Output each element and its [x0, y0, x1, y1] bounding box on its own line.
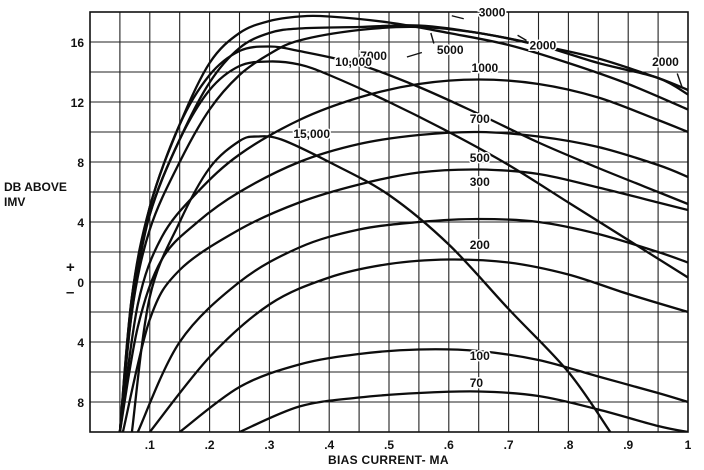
y-tick-label: 0	[77, 276, 84, 290]
x-tick-label-3: .3	[264, 438, 274, 452]
x-tick-label-1: .1	[145, 438, 155, 452]
curve-label-2000: 2000	[530, 39, 557, 53]
curve-200	[148, 258, 688, 432]
curve-label-5000: 5000	[437, 43, 464, 57]
x-tick-label-4: .4	[324, 438, 334, 452]
y-axis-label-line-1: DB ABOVE	[4, 180, 67, 194]
curve-100	[178, 348, 688, 432]
pointer-3000	[451, 15, 464, 20]
curve-label-10000: 10,000	[335, 55, 372, 69]
x-tick-label-7: .7	[504, 438, 514, 452]
curve-500	[121, 168, 688, 432]
x-tick-label-9: .9	[623, 438, 633, 452]
y-tick-label: 16	[71, 36, 85, 50]
x-tick-label-2: .2	[205, 438, 215, 452]
x-tick-label-6: .6	[444, 438, 454, 452]
curve-label-100: 100	[470, 349, 490, 363]
curve-700	[118, 130, 688, 432]
curve-2000	[118, 25, 688, 432]
curve-10000	[118, 60, 688, 432]
pointer-7000	[406, 51, 423, 58]
plot-frame	[89, 11, 689, 433]
minus-sign: –	[66, 284, 75, 301]
curve-label-200: 200	[470, 238, 490, 252]
curves	[118, 14, 688, 432]
label-pointers	[406, 15, 683, 88]
grid	[90, 12, 688, 432]
curve-1000	[118, 78, 688, 432]
pointer-5000	[430, 32, 435, 44]
x-tick-label-1: 1	[685, 438, 692, 452]
curve-label-500: 500	[470, 151, 490, 165]
y-tick-label: 4	[77, 216, 84, 230]
curve-label-700: 700	[470, 112, 490, 126]
curve-label-7000: 7000	[360, 49, 387, 63]
curve-70	[238, 390, 688, 432]
curve-label-300: 300	[470, 175, 490, 189]
curve-labels: 70 100 200 300 500 700 1000 2000 3000 5000 700010,…	[292, 4, 681, 392]
curve-label-3000: 3000	[479, 6, 506, 20]
plot-border	[89, 11, 689, 433]
curve-label-1000: 1000	[472, 61, 499, 75]
tick-labels: .1 .2 .3 .4 .5 .6 .7 .8 .9 1 16 12 8 4 0 4 8	[71, 36, 692, 452]
pointer-2000	[517, 34, 527, 42]
x-axis-label: BIAS CURRENT- MA	[328, 453, 449, 467]
curve-label-70: 70	[470, 376, 484, 390]
x-tick-label-5: .5	[384, 438, 394, 452]
curve-7000	[118, 45, 688, 432]
x-tick-label-8: .8	[563, 438, 573, 452]
curve-300	[136, 217, 688, 432]
y-tick-label: 4	[77, 336, 84, 350]
pointer-2000-right	[676, 73, 683, 88]
y-axis-label: DB ABOVE IMV	[4, 180, 67, 210]
plus-sign: +	[66, 259, 75, 276]
y-axis-label-line-2: IMV	[4, 195, 26, 209]
y-tick-label: 8	[77, 396, 84, 410]
curve-label-15000: 15,000	[293, 127, 330, 141]
y-tick-label: 8	[77, 156, 84, 170]
curve-15000	[130, 135, 612, 432]
annotation-label-2000: 2000	[652, 55, 679, 69]
y-tick-label: 12	[71, 96, 85, 110]
